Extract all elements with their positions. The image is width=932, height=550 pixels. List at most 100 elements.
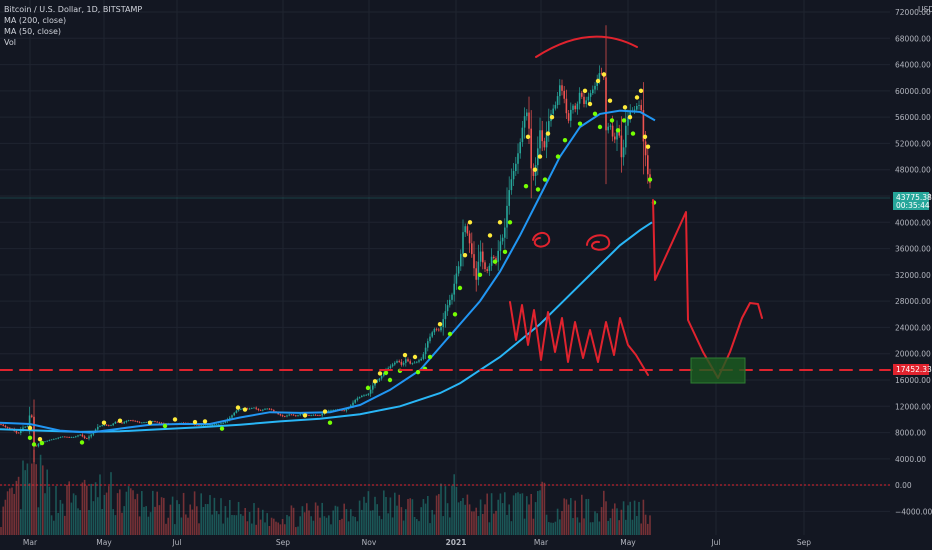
candle-body: [202, 424, 205, 426]
candle-body: [576, 103, 579, 110]
volume-bar: [193, 491, 196, 535]
candle-body: [222, 422, 224, 424]
volume-bar: [543, 482, 546, 535]
candle-body: [429, 336, 431, 342]
signal-dot-green: [415, 369, 421, 375]
candle-body: [565, 98, 568, 114]
volume-bar: [189, 504, 191, 535]
ma200-legend[interactable]: MA (200, close): [4, 16, 67, 25]
price-tick-label: 16000.00: [895, 376, 931, 385]
volume-bar: [464, 504, 466, 535]
candle-body: [270, 409, 273, 411]
candle-body: [497, 250, 499, 262]
candle-body: [570, 109, 572, 121]
volume-bar: [105, 492, 108, 535]
volume-bar: [83, 479, 86, 535]
symbol-title[interactable]: Bitcoin / U.S. Dollar, 1D, BITSTAMP: [4, 5, 143, 14]
volume-bar: [600, 507, 603, 535]
candle-body: [0, 424, 2, 425]
candle-body: [292, 414, 295, 416]
candle-body: [204, 424, 207, 426]
price-tick-label: 52000.00: [895, 139, 931, 148]
candle-body: [376, 380, 378, 383]
signal-dot-green: [630, 131, 636, 136]
volume-bar: [200, 493, 202, 535]
candle-body: [539, 130, 541, 149]
candle-body: [97, 426, 99, 430]
volume-bar: [523, 518, 526, 535]
time-tick-label: May: [96, 538, 112, 547]
candle-body: [636, 105, 638, 110]
signal-dot-yellow: [642, 134, 648, 140]
candle-body: [268, 408, 271, 410]
volume-bar: [383, 490, 385, 535]
volume-bar: [70, 502, 73, 535]
volume-bar: [402, 520, 405, 535]
signal-dot-green: [452, 312, 458, 317]
candle-body: [543, 141, 546, 148]
time-tick-label: Mar: [534, 538, 549, 547]
volume-bar: [369, 510, 372, 535]
price-axis: 72000.00 68000.00 64000.00 60000.00 56000.00…: [895, 8, 932, 516]
candle-body: [321, 413, 323, 416]
volume-bar: [473, 511, 475, 535]
volume-bar: [605, 501, 607, 535]
volume-bar: [17, 476, 20, 535]
candle-body: [215, 424, 218, 425]
candle-body: [92, 432, 95, 435]
volume-bar: [548, 522, 550, 535]
candle-body: [284, 416, 286, 417]
signal-dot-yellow: [412, 354, 418, 360]
candle-body: [578, 92, 581, 104]
volume-bar: [449, 517, 451, 535]
volume-bar: [477, 516, 480, 535]
candle-body: [211, 424, 213, 426]
candle-body: [598, 73, 601, 81]
candle-body: [640, 105, 642, 111]
volume-bar: [28, 483, 31, 535]
volume-bar: [152, 490, 154, 535]
volume-bar: [266, 513, 268, 535]
candle-body: [453, 283, 455, 295]
candle-body: [88, 436, 90, 439]
volume-bar: [231, 515, 233, 535]
candle-body: [530, 128, 532, 169]
price-tick-label: 60000.00: [895, 87, 931, 96]
signal-dot-yellow: [117, 418, 123, 423]
candle-body: [152, 421, 154, 422]
candle-body: [50, 439, 53, 441]
candle-body: [116, 421, 119, 423]
candle-body: [625, 125, 627, 148]
volume-bar: [640, 523, 642, 535]
candle-body: [431, 332, 433, 337]
candle-body: [354, 400, 356, 403]
volume-bar: [185, 514, 187, 535]
volume-bar: [471, 511, 473, 535]
volume-bar: [255, 524, 257, 535]
volume-bar: [281, 518, 284, 535]
candle-body: [156, 421, 158, 423]
candle-body: [55, 438, 57, 440]
price-tick-label: 12000.00: [895, 402, 931, 411]
signal-dot-yellow: [242, 407, 248, 412]
candle-body: [15, 430, 18, 433]
volume-bar: [356, 521, 359, 535]
ma50-legend[interactable]: MA (50, close): [4, 27, 62, 36]
signal-dot-yellow: [322, 409, 328, 414]
volume-bar: [253, 503, 255, 535]
volume-bar: [277, 522, 279, 535]
candle-body: [607, 126, 609, 131]
time-tick-label: 2021: [446, 538, 467, 547]
candle-body: [473, 254, 475, 269]
signal-dot-green: [79, 440, 85, 445]
candle-body: [59, 437, 62, 438]
volume-bar: [343, 503, 345, 535]
volume-bar: [460, 500, 462, 535]
volume-legend[interactable]: Vol: [4, 38, 16, 47]
volume-bar: [603, 490, 605, 535]
signal-dot-yellow: [27, 425, 33, 431]
volume-bar: [53, 520, 55, 535]
signal-dot-yellow: [101, 420, 107, 425]
candle-body: [519, 142, 521, 154]
